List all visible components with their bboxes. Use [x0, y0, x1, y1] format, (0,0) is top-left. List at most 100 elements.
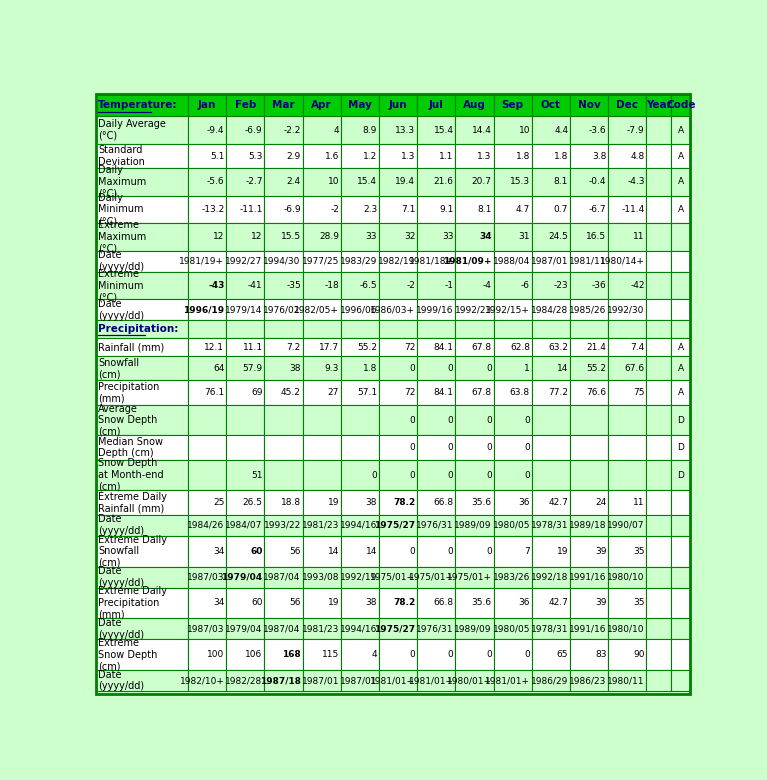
Bar [379, 339, 417, 356]
Bar [494, 339, 532, 356]
Text: 38: 38 [366, 598, 377, 608]
Bar [608, 670, 647, 691]
Bar [494, 321, 532, 339]
Text: 0: 0 [448, 547, 453, 555]
Text: 67.8: 67.8 [472, 342, 492, 352]
Bar [532, 536, 570, 566]
Text: 1979/04: 1979/04 [225, 624, 262, 633]
Text: -6: -6 [521, 281, 530, 290]
Bar [608, 435, 647, 459]
Bar [303, 566, 341, 587]
Bar [494, 670, 532, 691]
Bar [226, 536, 265, 566]
Bar [494, 356, 532, 381]
Bar [265, 271, 303, 300]
Bar [226, 491, 265, 515]
Text: -18: -18 [324, 281, 339, 290]
Text: 21.6: 21.6 [433, 178, 453, 186]
Bar [570, 619, 608, 640]
Text: 39: 39 [595, 547, 607, 555]
Text: 1992/30: 1992/30 [607, 305, 644, 314]
Bar [532, 223, 570, 250]
Text: 1996/19: 1996/19 [183, 305, 225, 314]
Bar [417, 300, 456, 321]
Bar [417, 405, 456, 435]
Bar [671, 339, 690, 356]
Bar [341, 536, 379, 566]
Text: 63.8: 63.8 [510, 388, 530, 397]
Text: 1981/01+: 1981/01+ [409, 676, 453, 685]
Bar [494, 619, 532, 640]
Bar [379, 321, 417, 339]
Text: 1989/09: 1989/09 [454, 521, 492, 530]
Text: 4.8: 4.8 [630, 151, 644, 161]
Bar [456, 168, 494, 196]
Bar [608, 459, 647, 491]
Text: 1993/22: 1993/22 [264, 521, 301, 530]
Text: 55.2: 55.2 [587, 363, 607, 373]
Bar [341, 144, 379, 168]
Text: 1981/23: 1981/23 [301, 521, 339, 530]
Bar [303, 144, 341, 168]
Text: 14: 14 [557, 363, 568, 373]
Bar [226, 196, 265, 223]
Text: 1978/31: 1978/31 [531, 624, 568, 633]
Text: D: D [677, 470, 684, 480]
Bar [608, 94, 647, 116]
Text: 69: 69 [251, 388, 262, 397]
Bar [379, 405, 417, 435]
Bar [341, 435, 379, 459]
Bar [494, 271, 532, 300]
Text: 76.1: 76.1 [204, 388, 225, 397]
Bar [417, 144, 456, 168]
Bar [671, 459, 690, 491]
Bar [532, 300, 570, 321]
Bar [265, 250, 303, 271]
Bar [647, 381, 671, 405]
Text: Date
(yyyy/dd): Date (yyyy/dd) [98, 250, 144, 272]
Text: Snow Depth
at Month-end
(cm): Snow Depth at Month-end (cm) [98, 459, 164, 491]
Bar [226, 435, 265, 459]
Text: 1980/01+: 1980/01+ [447, 676, 492, 685]
Bar [226, 640, 265, 670]
Text: 1980/05: 1980/05 [492, 624, 530, 633]
Bar [570, 339, 608, 356]
Text: 4: 4 [334, 126, 339, 135]
Bar [303, 250, 341, 271]
Text: 57.1: 57.1 [357, 388, 377, 397]
Bar [647, 566, 671, 587]
Bar [570, 94, 608, 116]
Text: -6.7: -6.7 [589, 205, 607, 214]
Bar [608, 515, 647, 536]
Bar [647, 515, 671, 536]
Bar [532, 381, 570, 405]
Bar [608, 381, 647, 405]
Bar [226, 339, 265, 356]
Text: 60: 60 [250, 547, 262, 555]
Bar [265, 435, 303, 459]
Bar [265, 536, 303, 566]
Text: 84.1: 84.1 [433, 388, 453, 397]
Bar [303, 116, 341, 144]
Bar [647, 223, 671, 250]
Bar [226, 321, 265, 339]
Bar [341, 619, 379, 640]
Bar [265, 321, 303, 339]
Text: 35.6: 35.6 [472, 598, 492, 608]
Bar [379, 435, 417, 459]
Text: 1983/26: 1983/26 [492, 573, 530, 582]
Text: Daily
Maximum
(°C): Daily Maximum (°C) [98, 165, 146, 199]
Bar [456, 640, 494, 670]
Bar [188, 491, 226, 515]
Bar [379, 566, 417, 587]
Bar [570, 515, 608, 536]
Text: 1.2: 1.2 [363, 151, 377, 161]
Bar [379, 587, 417, 619]
Bar [494, 250, 532, 271]
Bar [341, 381, 379, 405]
Bar [647, 144, 671, 168]
Text: 25: 25 [213, 498, 225, 507]
Text: 16.5: 16.5 [586, 232, 607, 242]
Bar [570, 566, 608, 587]
Bar [265, 356, 303, 381]
